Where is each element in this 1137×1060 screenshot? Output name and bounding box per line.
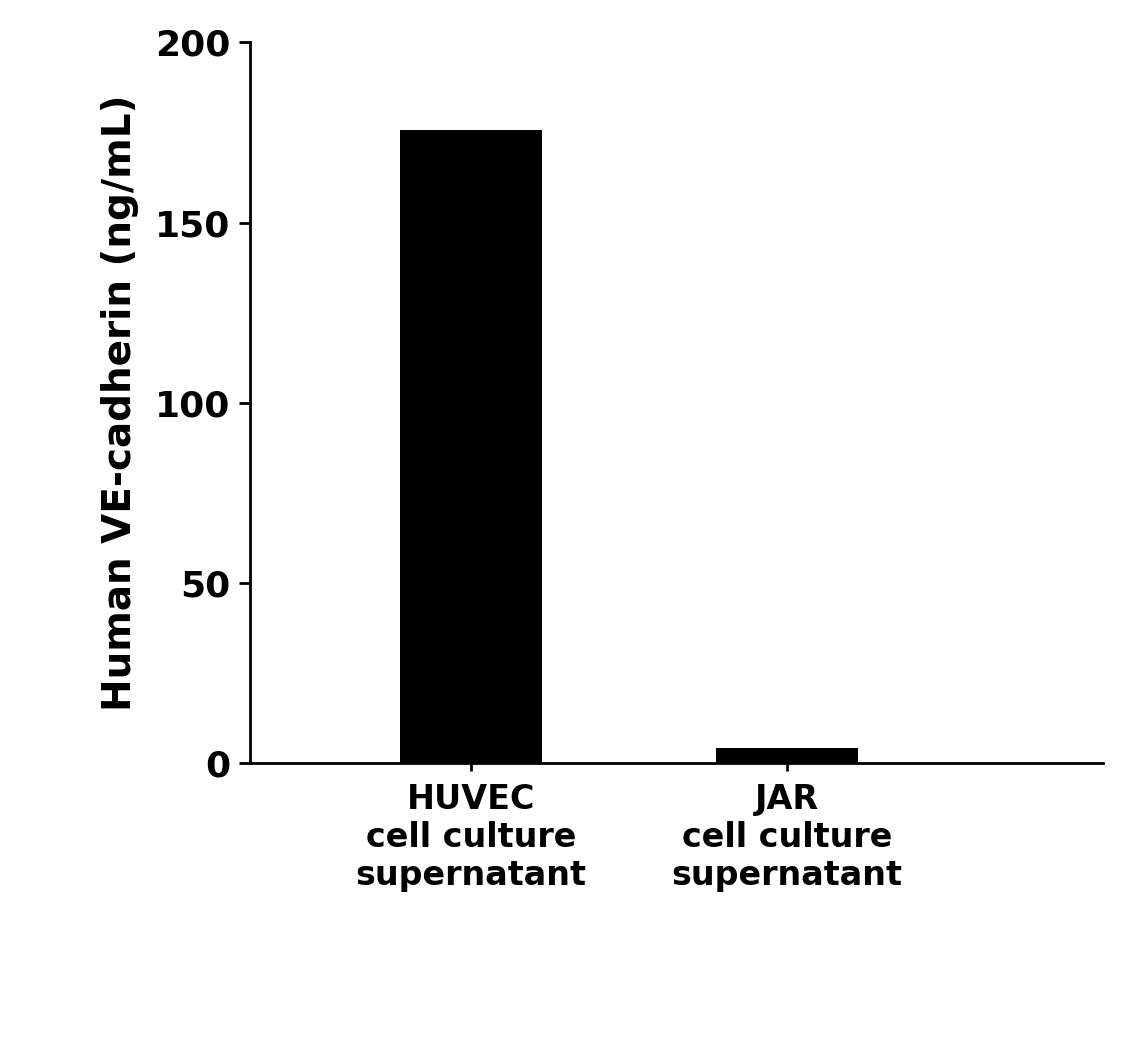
Y-axis label: Human VE-cadherin (ng/mL): Human VE-cadherin (ng/mL): [101, 94, 139, 711]
Bar: [716, 748, 858, 763]
Bar: [400, 129, 542, 763]
